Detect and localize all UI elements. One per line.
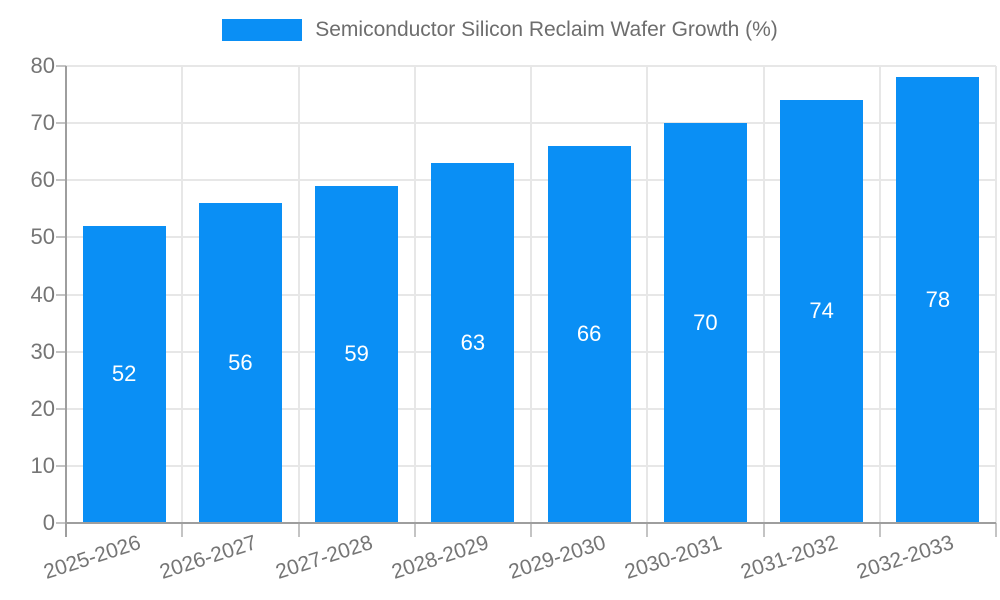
v-gridline	[878, 66, 881, 523]
bar-value-label: 70	[693, 309, 718, 335]
y-tick-label: 30	[30, 338, 55, 364]
bar-value-label: 78	[925, 286, 951, 312]
v-gridline	[413, 66, 416, 523]
legend-label: Semiconductor Silicon Reclaim Wafer Grow…	[315, 18, 778, 41]
legend-swatch	[222, 19, 303, 41]
y-tick-label: 50	[30, 224, 55, 250]
x-tick-label: 2030-2031	[621, 531, 725, 584]
bar: 59	[315, 185, 399, 522]
legend[interactable]: Semiconductor Silicon Reclaim Wafer Grow…	[0, 18, 1000, 42]
bar: 52	[82, 225, 166, 522]
y-axis-tick	[56, 407, 66, 410]
x-axis-tick	[878, 523, 881, 537]
x-axis-tick	[995, 523, 997, 537]
y-axis-tick	[56, 179, 66, 182]
y-tick-label: 10	[30, 452, 55, 478]
bar: 66	[547, 145, 631, 522]
bar-value-label: 66	[576, 320, 602, 346]
y-axis-tick	[56, 122, 66, 125]
x-axis-tick	[413, 523, 416, 537]
x-axis-tick	[646, 523, 649, 537]
bar: 74	[780, 100, 864, 522]
y-tick-label: 80	[30, 53, 55, 78]
x-tick-label: 2028-2029	[389, 531, 492, 584]
y-axis-line	[65, 66, 67, 523]
bar: 70	[663, 123, 747, 522]
bar-value-label: 63	[460, 329, 486, 355]
x-tick-label: 2031-2032	[738, 531, 841, 584]
y-tick-label: 40	[30, 281, 55, 307]
v-gridline	[530, 66, 532, 523]
v-gridline	[297, 66, 300, 523]
bar: 63	[431, 163, 515, 522]
x-axis-tick	[297, 523, 300, 537]
y-tick-label: 70	[30, 110, 55, 136]
x-tick-label: 2027-2028	[273, 531, 376, 584]
v-gridline	[646, 66, 649, 523]
y-axis-tick	[56, 350, 66, 353]
y-tick-label: 20	[30, 395, 55, 421]
x-tick-label: 2025-2026	[40, 531, 144, 584]
bar: 56	[198, 203, 282, 522]
bar-value-label: 59	[344, 340, 369, 366]
x-axis-tick	[530, 523, 532, 537]
x-axis-line	[66, 522, 996, 524]
x-axis-tick	[181, 523, 184, 537]
y-axis-tick	[56, 293, 66, 296]
bar-value-label: 56	[228, 349, 253, 375]
y-axis-tick	[56, 65, 66, 67]
bar-value-label: 52	[111, 360, 137, 386]
x-tick-label: 2032-2033	[854, 531, 957, 584]
y-axis-tick	[56, 522, 66, 524]
bar: 78	[896, 77, 980, 522]
v-gridline	[181, 66, 184, 523]
v-gridline	[995, 66, 997, 523]
y-axis-tick	[56, 464, 66, 467]
y-axis-tick	[56, 236, 66, 239]
x-axis-tick	[762, 523, 765, 537]
x-tick-label: 2026-2027	[156, 531, 260, 584]
y-tick-label: 60	[30, 167, 55, 193]
v-gridline	[762, 66, 765, 523]
bar-value-label: 74	[809, 298, 834, 324]
x-tick-label: 2029-2030	[505, 531, 609, 584]
x-axis-tick	[65, 523, 67, 537]
y-tick-label: 0	[42, 510, 55, 535]
